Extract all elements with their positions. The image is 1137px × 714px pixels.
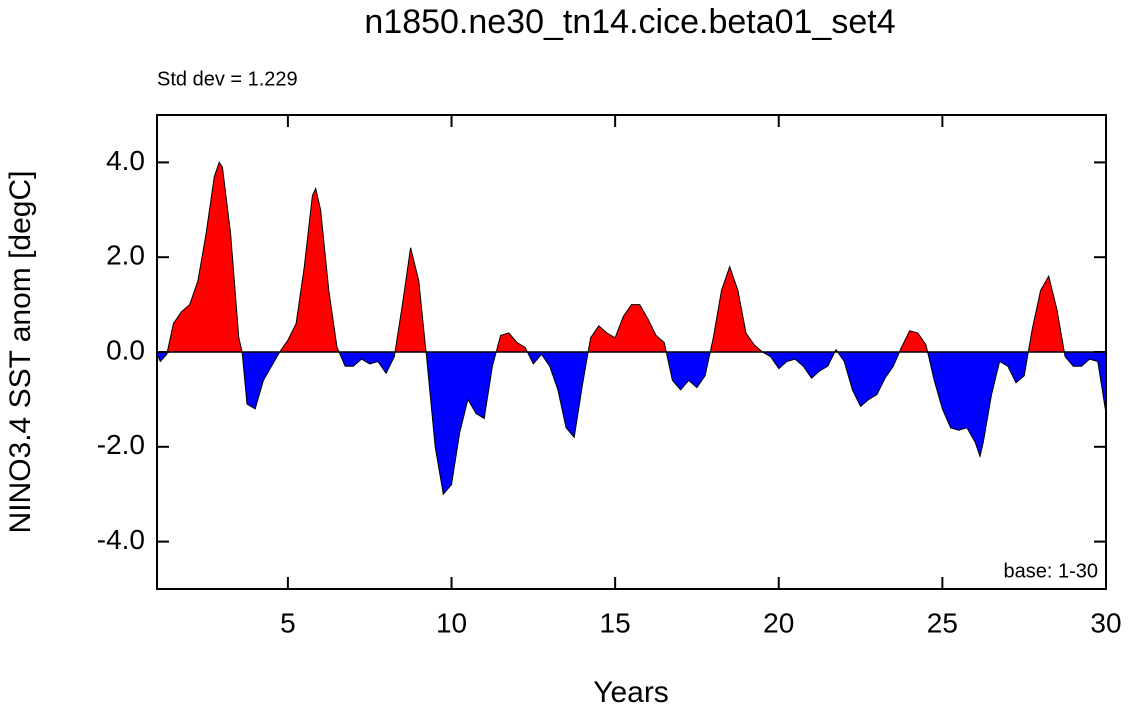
area-above: [157, 162, 1106, 352]
line: [156, 161, 1107, 496]
x-tick-label: 5: [280, 607, 296, 638]
y-tick-label: 4.0: [106, 145, 145, 176]
x-tick-label: 10: [436, 607, 467, 638]
y-tick-label: -4.0: [97, 524, 145, 555]
area-below: [157, 352, 1106, 495]
y-tick-label: 0.0: [106, 334, 145, 365]
y-tick-label: -2.0: [97, 429, 145, 460]
y-tick-label: 2.0: [106, 240, 145, 271]
annotation: base: 1-30: [1003, 560, 1098, 582]
x-tick-label: 20: [763, 607, 794, 638]
x-tick-label: 30: [1090, 607, 1121, 638]
chart-title: n1850.ne30_tn14.cice.beta01_set4: [364, 3, 895, 41]
x-tick-label: 15: [600, 607, 631, 638]
annotation: Std dev = 1.229: [157, 68, 298, 90]
x-axis-label: Years: [593, 676, 669, 709]
x-tick-label: 25: [927, 607, 958, 638]
y-axis-label: NINO3.4 SST anom [degC]: [4, 171, 37, 534]
